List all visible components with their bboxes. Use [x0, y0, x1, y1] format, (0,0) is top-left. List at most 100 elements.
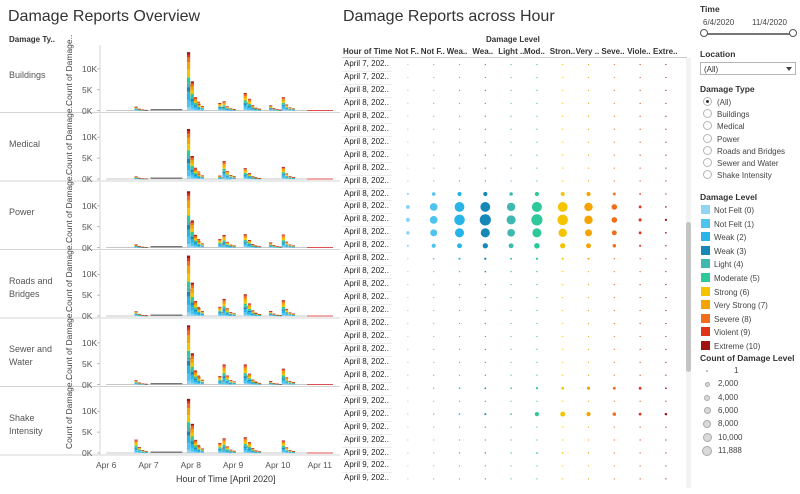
stacked-bar-segment[interactable] [218, 107, 222, 109]
stacked-bar-segment[interactable] [134, 178, 138, 180]
damage-count-dot[interactable] [665, 387, 667, 390]
stacked-bar-segment[interactable] [243, 168, 247, 170]
stacked-bar-segment[interactable] [197, 380, 201, 382]
stacked-bar-segment[interactable] [247, 311, 252, 312]
damage-count-dot[interactable] [560, 243, 566, 249]
stacked-bar-segment[interactable] [194, 98, 198, 100]
stacked-bar-segment[interactable] [243, 234, 247, 236]
damage-count-dot[interactable] [587, 115, 590, 117]
stacked-bar-segment[interactable] [137, 451, 141, 453]
damage-count-dot[interactable] [562, 361, 564, 363]
stacked-bar-segment[interactable] [222, 301, 226, 305]
stacked-bar-segment[interactable] [243, 437, 247, 438]
stacked-bar-segment[interactable] [243, 174, 247, 176]
damage-count-dot[interactable] [587, 335, 590, 338]
stacked-bar-segment[interactable] [281, 104, 285, 106]
damage-count-dot[interactable] [510, 270, 512, 273]
damage-count-dot[interactable] [665, 258, 667, 260]
damage-count-dot[interactable] [665, 335, 667, 338]
radio-button[interactable] [703, 97, 712, 106]
stacked-bar-segment[interactable] [194, 448, 198, 451]
stacked-bar-segment[interactable] [243, 236, 247, 239]
stacked-bar-segment[interactable] [247, 381, 252, 383]
damage-count-dot[interactable] [639, 374, 641, 376]
damage-count-dot[interactable] [536, 439, 538, 441]
stacked-bar-segment[interactable] [222, 376, 226, 379]
stacked-bar-segment[interactable] [251, 109, 255, 111]
stacked-bar-segment[interactable] [197, 311, 201, 313]
stacked-bar-segment[interactable] [285, 383, 289, 385]
damage-count-dot[interactable] [665, 284, 667, 286]
damage-count-dot[interactable] [639, 271, 641, 273]
damage-count-dot[interactable] [612, 386, 616, 390]
stacked-bar-segment[interactable] [197, 174, 201, 176]
stacked-bar-segment[interactable] [200, 383, 204, 385]
stacked-bar-segment[interactable] [134, 313, 138, 315]
radio-button[interactable] [703, 109, 712, 119]
damage-count-dot[interactable] [535, 257, 539, 260]
damage-count-dot[interactable] [638, 386, 642, 390]
stacked-bar-segment[interactable] [269, 245, 273, 247]
stacked-bar-segment[interactable] [218, 240, 222, 242]
damage-count-dot[interactable] [587, 465, 590, 467]
damage-count-dot[interactable] [639, 154, 641, 156]
stacked-bar-segment[interactable] [194, 173, 198, 175]
damage-count-dot[interactable] [665, 63, 667, 66]
stacked-bar-segment[interactable] [197, 450, 201, 451]
damage-count-dot[interactable] [612, 192, 616, 196]
damage-count-dot[interactable] [458, 348, 461, 350]
damage-count-dot[interactable] [561, 257, 564, 260]
damage-count-dot[interactable] [586, 386, 591, 390]
damage-count-dot[interactable] [484, 154, 486, 156]
stacked-bar-segment[interactable] [218, 451, 222, 453]
stacked-bar-segment[interactable] [269, 383, 273, 384]
stacked-bar-segment[interactable] [222, 177, 226, 179]
damage-count-dot[interactable] [562, 115, 564, 117]
damage-count-dot[interactable] [433, 426, 435, 428]
damage-count-dot[interactable] [536, 400, 538, 402]
damage-count-dot[interactable] [433, 76, 435, 79]
stacked-bar-segment[interactable] [218, 239, 222, 241]
damage-count-dot[interactable] [613, 426, 615, 428]
stacked-bar-segment[interactable] [200, 313, 204, 314]
stacked-bar-segment[interactable] [251, 380, 255, 382]
stacked-bar-segment[interactable] [251, 448, 255, 450]
stacked-bar-segment[interactable] [269, 243, 273, 244]
damage-count-dot[interactable] [613, 258, 615, 260]
stacked-bar-segment[interactable] [186, 415, 191, 423]
damage-count-dot[interactable] [484, 63, 486, 66]
stacked-bar-segment[interactable] [243, 235, 247, 237]
stacked-bar-segment[interactable] [190, 372, 194, 375]
stacked-bar-segment[interactable] [281, 240, 285, 242]
damage-level-legend-item[interactable]: Severe (8) [701, 313, 751, 324]
damage-count-dot[interactable] [586, 412, 591, 417]
stacked-bar-segment[interactable] [186, 62, 191, 70]
damage-count-dot[interactable] [407, 335, 409, 338]
stacked-bar-segment[interactable] [190, 366, 194, 370]
stacked-bar-segment[interactable] [194, 171, 198, 174]
damage-count-dot[interactable] [562, 374, 564, 376]
damage-count-dot[interactable] [480, 228, 490, 238]
stacked-bar-segment[interactable] [190, 156, 194, 157]
stacked-bar-segment[interactable] [247, 99, 252, 101]
stacked-bar-segment[interactable] [186, 431, 191, 436]
damage-count-dot[interactable] [429, 203, 438, 211]
stacked-bar-segment[interactable] [247, 452, 252, 453]
stacked-bar-segment[interactable] [186, 225, 191, 230]
damage-count-dot[interactable] [536, 180, 538, 182]
stacked-bar-segment[interactable] [186, 191, 191, 194]
damage-count-dot[interactable] [458, 400, 461, 402]
damage-count-dot[interactable] [587, 154, 590, 156]
damage-count-dot[interactable] [639, 309, 641, 312]
stacked-bar-segment[interactable] [247, 443, 252, 445]
stacked-bar-segment[interactable] [247, 374, 252, 375]
stacked-bar-segment[interactable] [190, 310, 194, 314]
damage-count-dot[interactable] [587, 426, 590, 428]
stacked-bar-segment[interactable] [218, 177, 222, 179]
stacked-bar-segment[interactable] [281, 235, 285, 237]
damage-count-dot[interactable] [433, 465, 435, 467]
stacked-bar-segment[interactable] [285, 451, 289, 452]
stacked-bar-segment[interactable] [194, 378, 198, 380]
stacked-bar-segment[interactable] [285, 309, 289, 311]
stacked-bar-segment[interactable] [197, 102, 201, 104]
